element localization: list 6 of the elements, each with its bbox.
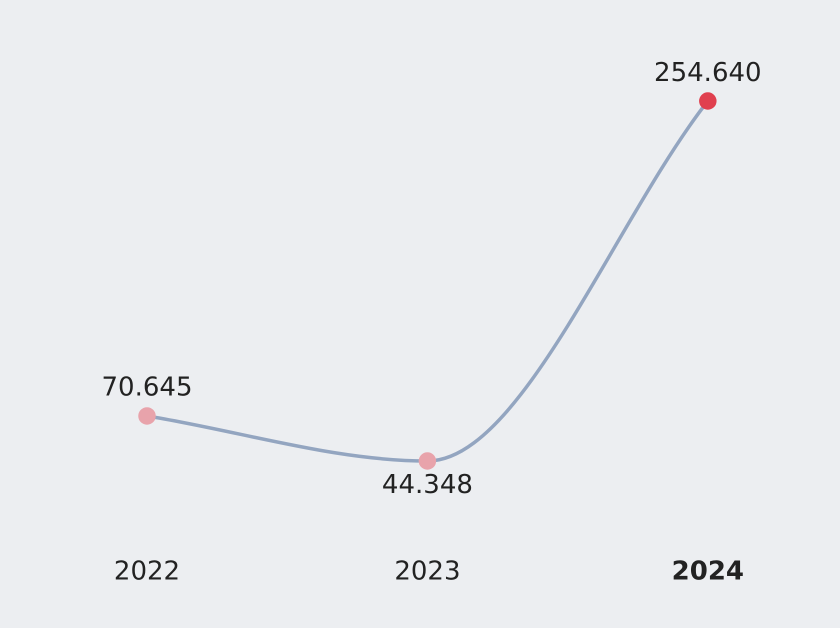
- data-label: 254.640: [654, 58, 762, 88]
- x-tick-label: 2022: [114, 556, 180, 586]
- x-tick-label: 2024: [672, 556, 744, 586]
- x-tick-label: 2023: [394, 556, 460, 586]
- data-label: 70.645: [102, 372, 192, 403]
- data-label: 44.348: [382, 470, 473, 500]
